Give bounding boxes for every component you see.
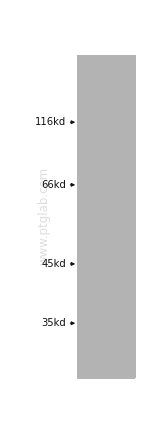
Text: 35kd: 35kd [42,318,66,328]
Text: 116kd: 116kd [35,117,66,127]
Text: 45kd: 45kd [42,259,66,269]
Text: 66kd: 66kd [42,180,66,190]
Text: www.ptglab.com: www.ptglab.com [38,167,51,265]
Ellipse shape [104,229,106,233]
Bar [77,55,135,377]
FancyBboxPatch shape [95,174,116,229]
